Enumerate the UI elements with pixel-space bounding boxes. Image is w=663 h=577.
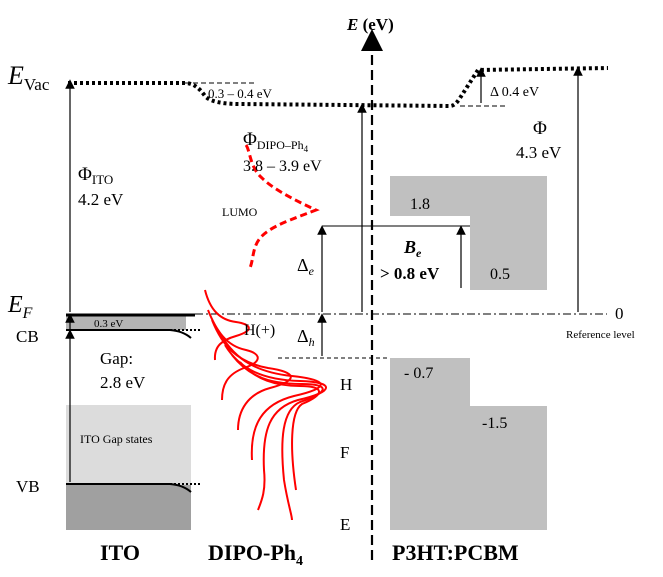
p3ht-name: P3HT:PCBM: [392, 540, 519, 565]
ito-name: ITO: [100, 540, 140, 565]
ito-gap-label: Gap:: [100, 349, 133, 368]
p3ht-phi-value: 4.3 eV: [516, 143, 562, 162]
ito-phi-value: 4.2 eV: [78, 190, 124, 209]
ito-gap-states-label: ITO Gap states: [80, 432, 153, 446]
dipo-vac-shift-label: 0.3 – 0.4 eV: [208, 86, 273, 101]
dipo-phi-label: ΦDIPO–Ph4: [243, 129, 309, 154]
p3ht-vac-shift-label: Δ 0.4 eV: [490, 85, 539, 100]
reference-level-label: Reference level: [566, 329, 635, 341]
p3ht-lumo-bottom-label: 0.5: [490, 266, 510, 283]
homo-dos-curve-4: [218, 330, 321, 460]
evac-label: EVac: [7, 61, 50, 94]
dipo-name: DIPO-Ph4: [208, 540, 303, 569]
vb-label: VB: [16, 477, 40, 496]
ito-phi-label: ΦITO: [78, 164, 113, 187]
ito-cb-edge: [66, 330, 191, 338]
ito-cb-occupied-band: [66, 316, 186, 330]
p3ht-homo-top-label: - 0.7: [404, 365, 433, 382]
delta-h-label: Δh: [297, 326, 315, 349]
h-plus-label: H(+): [244, 322, 275, 339]
ito-cb-offset-label: 0.3 eV: [94, 318, 123, 330]
cb-label: CB: [16, 327, 39, 346]
ef-label: EF: [7, 292, 33, 322]
lumo-label: LUMO: [222, 205, 258, 219]
p3ht-lumo-top-label: 1.8: [410, 196, 430, 213]
e-label: E: [340, 515, 350, 534]
be-value: > 0.8 eV: [380, 264, 440, 283]
delta-e-label: Δe: [297, 255, 315, 278]
h-label: H: [340, 375, 352, 394]
zero-label: 0: [615, 304, 624, 323]
ito-gap-value: 2.8 eV: [100, 373, 146, 392]
be-label: Be: [403, 237, 422, 260]
dipo-phi-value: 3.8 – 3.9 eV: [243, 158, 322, 175]
f-label: F: [340, 443, 349, 462]
ito-valence-band-region: [66, 485, 191, 530]
p3ht-homo-bottom-label: -1.5: [482, 415, 507, 432]
p3ht-phi-label: Φ: [533, 118, 547, 139]
p3ht-homo-block: [390, 358, 547, 530]
axis-label: E (eV): [346, 15, 394, 34]
